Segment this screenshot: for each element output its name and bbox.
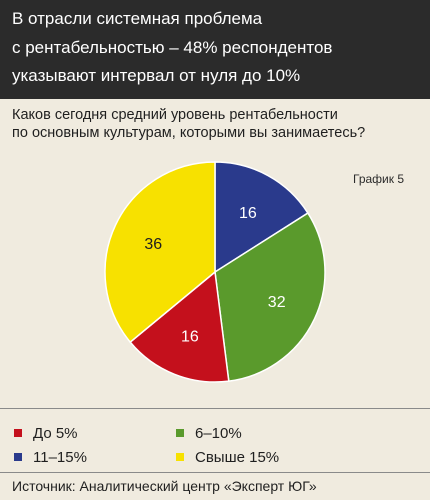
- pie-slice-3: [104, 161, 216, 344]
- pie-chart: 16 32 16 36: [104, 161, 326, 383]
- legend-swatch-6-10: [176, 429, 184, 437]
- question-line-2: по основным культурам, которыми вы заним…: [12, 125, 366, 141]
- legend-divider-top: [0, 408, 430, 409]
- header-title-line-2: с рентабельностью – 48% респондентов: [12, 38, 333, 57]
- legend-swatch-over-15: [176, 453, 184, 461]
- legend-swatch-11-15: [14, 453, 22, 461]
- pie-value-label-2: 16: [181, 328, 199, 345]
- pie-slice-1: [214, 212, 326, 382]
- legend-label-11-15: 11–15%: [33, 448, 87, 466]
- source-note: Источник: Аналитический центр «Эксперт Ю…: [12, 478, 317, 494]
- legend-divider-bottom: [0, 472, 430, 473]
- legend-label-6-10: 6–10%: [195, 424, 242, 442]
- pie-slice-2: [129, 270, 230, 383]
- header-title-line-3: указывают интервал от нуля до 10%: [12, 66, 301, 85]
- legend-item-11-15: 11–15%: [14, 446, 87, 468]
- legend-swatch-do-5: [14, 429, 22, 437]
- pie-value-label-0: 16: [239, 205, 257, 222]
- pie-slice-0: [214, 161, 309, 274]
- header-title-line-1: В отрасли системная проблема: [12, 9, 263, 28]
- header-banner: В отрасли системная проблема с рентабель…: [0, 0, 430, 99]
- legend-item-over-15: Свыше 15%: [176, 446, 279, 468]
- pie-value-label-1: 32: [268, 294, 286, 311]
- legend-label-do-5: До 5%: [33, 424, 78, 442]
- chart-number-label: График 5: [353, 172, 405, 186]
- legend-item-do-5: До 5%: [14, 422, 78, 444]
- legend-label-over-15: Свыше 15%: [195, 448, 280, 466]
- question-line-1: Каков сегодня средний уровень рентабельн…: [12, 107, 338, 123]
- legend-item-6-10: 6–10%: [176, 422, 242, 444]
- pie-value-label-3: 36: [144, 236, 162, 253]
